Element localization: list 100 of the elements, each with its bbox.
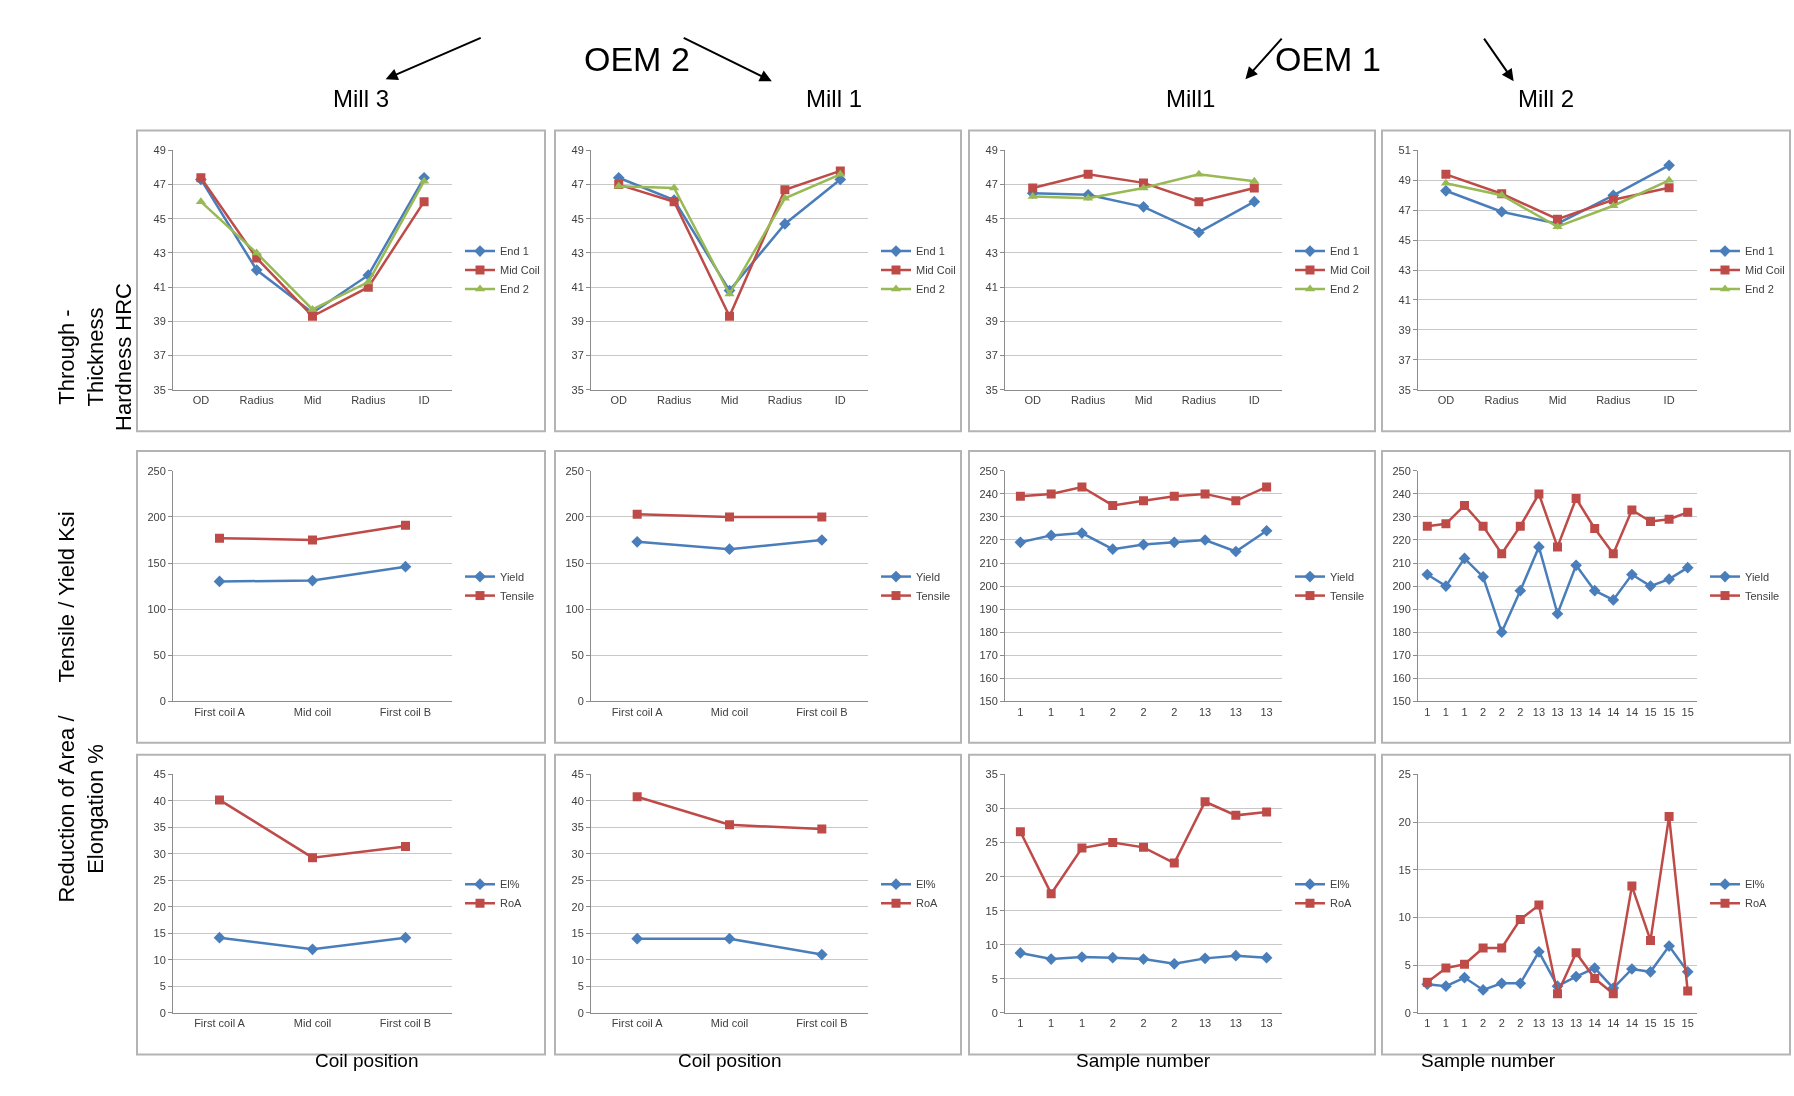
- y-tick-label: 35: [571, 821, 584, 834]
- text: OEM 2: [584, 40, 690, 78]
- x-tick-label: Radius: [1484, 393, 1520, 406]
- x-tick-label: First coil B: [379, 1017, 432, 1030]
- point: [1441, 519, 1451, 529]
- point: [1663, 573, 1675, 586]
- point: [401, 520, 410, 530]
- point: [401, 842, 410, 852]
- y-tick-label: 37: [571, 349, 584, 362]
- point: [1570, 970, 1582, 983]
- y-tick-label: 35: [1398, 383, 1411, 396]
- point: [1015, 827, 1025, 837]
- point: [215, 795, 224, 805]
- x-tick-label: 13: [1532, 1017, 1546, 1030]
- legend-label: Tensile: [1330, 589, 1365, 602]
- legend-label: End 2: [1745, 283, 1774, 296]
- point: [1478, 521, 1488, 531]
- x-tick-label: 2: [1109, 705, 1116, 718]
- point: [250, 264, 263, 276]
- chart-title: Mill 2: [1518, 85, 1575, 112]
- y-tick-label: 190: [1392, 602, 1411, 615]
- y-tick-label: 49: [153, 144, 166, 157]
- point: [1644, 580, 1657, 592]
- point: [1477, 571, 1489, 583]
- point: [1495, 205, 1508, 218]
- y-tick-label: 30: [153, 847, 166, 860]
- y-tick-label: 30: [571, 847, 584, 860]
- x-tick-label: 1: [1442, 705, 1449, 718]
- y-tick-label: 39: [1398, 323, 1411, 336]
- x-tick-label: 2: [1498, 705, 1505, 718]
- point: [1590, 974, 1600, 984]
- x-tick-label: 13: [1551, 705, 1564, 718]
- y-tick-label: 47: [1398, 204, 1411, 217]
- point: [1138, 183, 1149, 191]
- x-tick-label: First coil A: [611, 1017, 664, 1030]
- y-tick-label: 0: [1404, 1006, 1411, 1019]
- point: [725, 512, 734, 522]
- x-tick-label: Mid: [303, 393, 322, 406]
- y-tick-label: 15: [571, 927, 584, 940]
- point: [723, 543, 736, 556]
- y-tick-label: 150: [565, 556, 584, 569]
- point: [1515, 914, 1525, 924]
- legend-label: Tensile: [500, 589, 535, 602]
- text: OEM 1: [1275, 40, 1381, 78]
- y-tick-label: 43: [1398, 263, 1411, 276]
- y-tick-label: 150: [1392, 695, 1411, 708]
- point: [1231, 810, 1241, 820]
- y-tick-label: 100: [565, 602, 584, 615]
- point: [1627, 881, 1637, 891]
- x-tick-label: 14: [1588, 705, 1601, 718]
- legend-label: Mid Coil: [1330, 264, 1370, 277]
- x-axis-title: Coil position: [315, 1050, 419, 1071]
- point: [779, 218, 791, 230]
- point: [1627, 505, 1637, 515]
- x-tick-label: 15: [1681, 705, 1694, 718]
- legend-label: Mid Coil: [500, 264, 540, 277]
- point: [1441, 963, 1451, 973]
- chart-title: Mill 3: [333, 85, 390, 112]
- x-tick-label: 1: [1048, 1017, 1055, 1030]
- y-tick-label: 45: [571, 212, 584, 225]
- y-tick-label: 5: [991, 972, 998, 985]
- y-tick-label: 15: [153, 927, 166, 940]
- x-tick-label: 13: [1260, 705, 1273, 718]
- y-tick-label: 35: [153, 383, 166, 396]
- y-tick-label: 25: [153, 874, 166, 887]
- y-tick-label: 39: [571, 315, 584, 328]
- legend-label: Tensile: [916, 589, 951, 602]
- y-tick-label: 45: [153, 768, 166, 781]
- x-tick-label: 13: [1260, 1017, 1273, 1030]
- point: [724, 289, 735, 297]
- x-tick-label: Radius: [351, 393, 386, 406]
- x-tick-label: Radius: [1181, 393, 1217, 406]
- x-tick-label: Mid coil: [293, 705, 332, 718]
- x-tick-label: 1: [1017, 705, 1024, 718]
- x-tick-label: Mid: [720, 393, 739, 406]
- x-tick-label: First coil B: [796, 705, 848, 718]
- legend-label: Yield: [1330, 570, 1355, 583]
- y-tick-label: 47: [985, 178, 998, 191]
- legend-label: Yield: [916, 570, 941, 583]
- y-tick-label: 35: [571, 383, 584, 396]
- point: [1421, 568, 1434, 581]
- point: [1200, 797, 1210, 807]
- point: [1193, 226, 1205, 239]
- y-tick-label: 47: [571, 178, 584, 191]
- point: [1248, 195, 1261, 208]
- y-tick-label: 15: [985, 904, 998, 917]
- point: [1626, 568, 1638, 581]
- point: [632, 509, 642, 519]
- y-tick-label: 37: [153, 349, 166, 362]
- point: [1168, 957, 1181, 970]
- point: [1664, 514, 1674, 524]
- x-tick-label: 2: [1480, 1017, 1487, 1030]
- y-tick-label: 45: [571, 768, 584, 781]
- point: [1646, 517, 1655, 527]
- y-tick-label: 100: [147, 602, 166, 615]
- y-tick-label: 250: [147, 464, 166, 477]
- y-tick-label: 220: [1392, 533, 1411, 546]
- y-tick-label: 250: [1392, 464, 1411, 477]
- point: [815, 534, 828, 546]
- y-tick-label: 40: [571, 794, 584, 807]
